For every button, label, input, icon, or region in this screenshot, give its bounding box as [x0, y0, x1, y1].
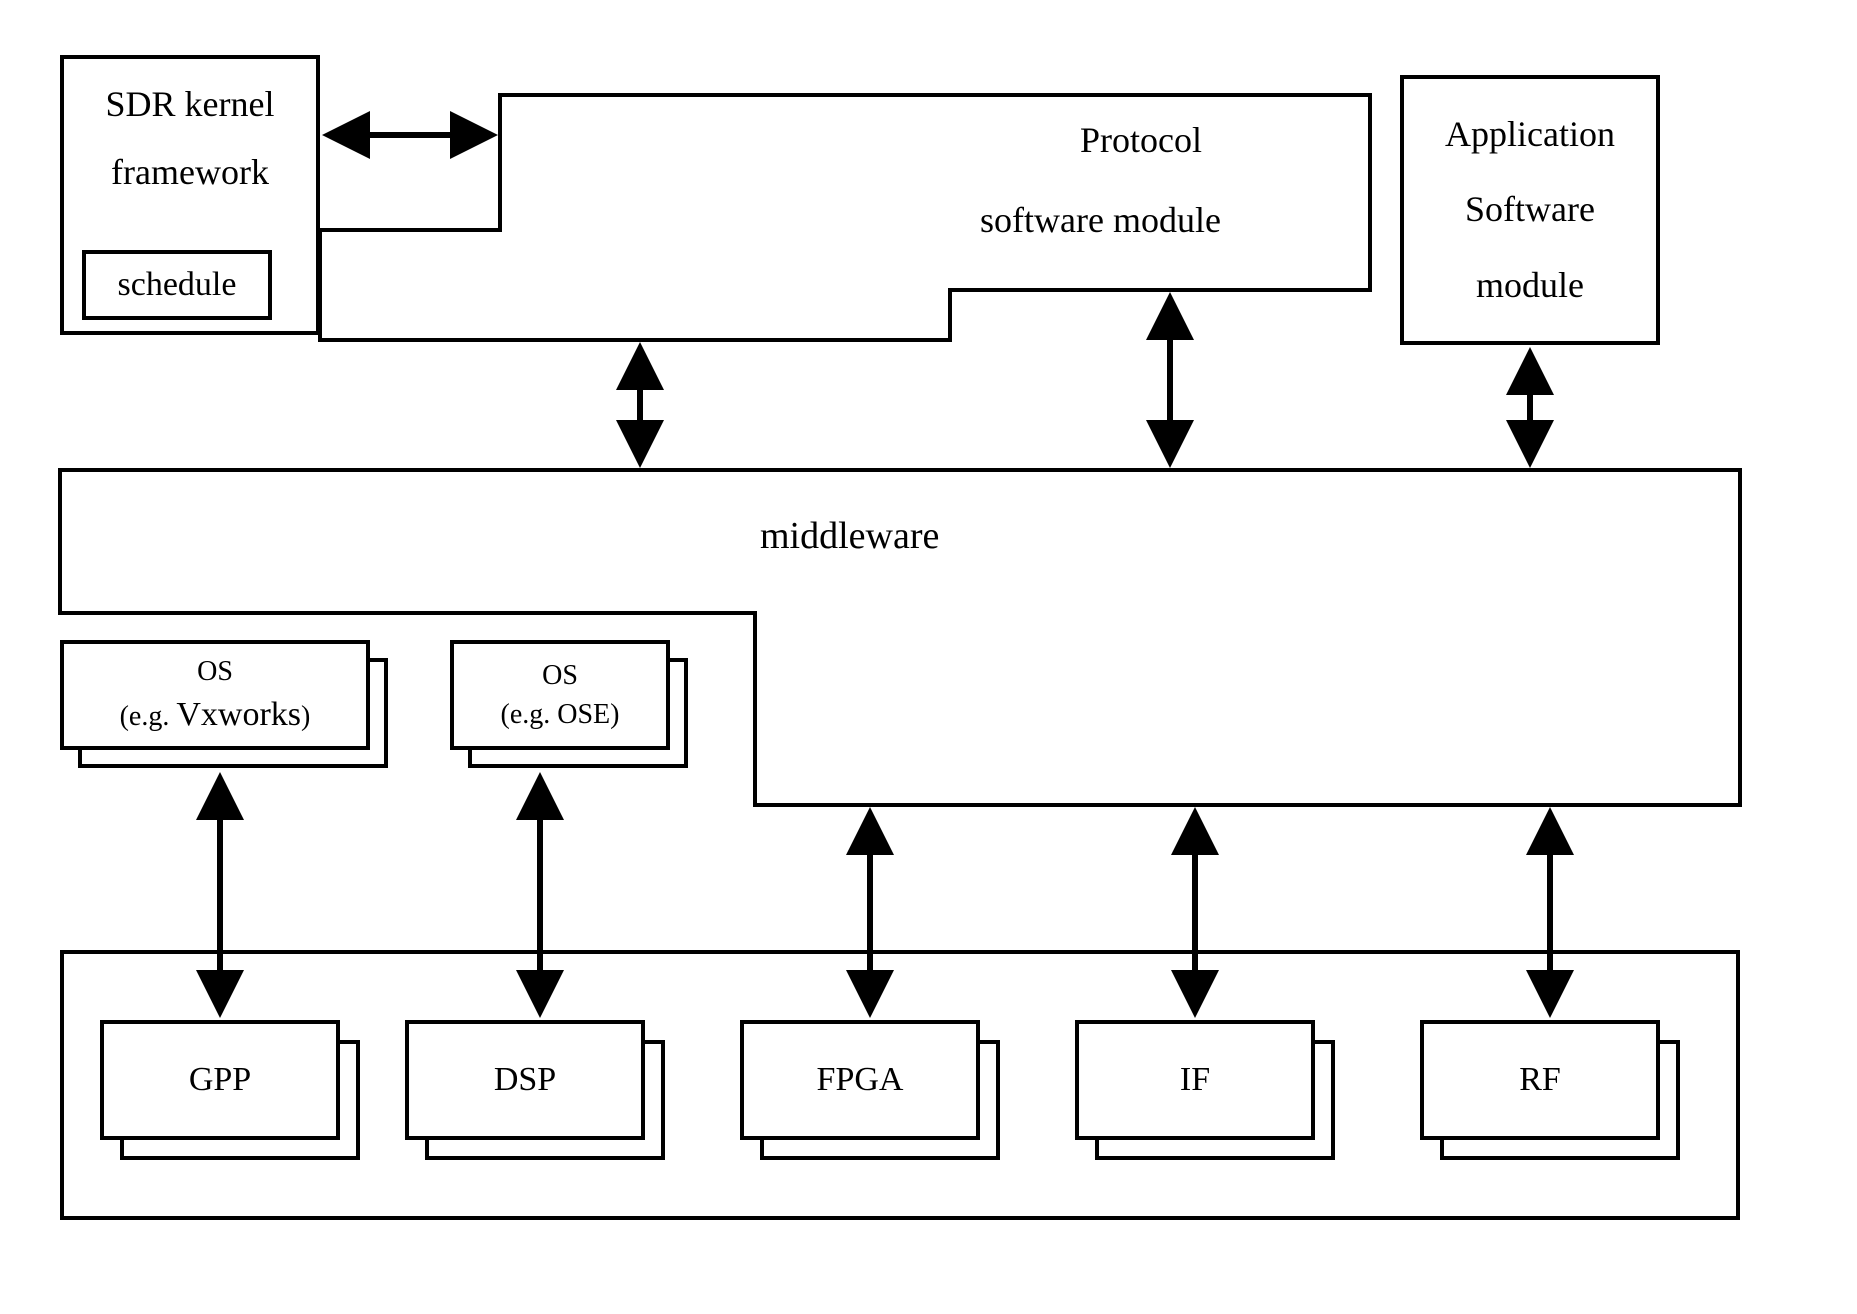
application-label-3: module — [1404, 260, 1656, 310]
if-label: IF — [1180, 1056, 1210, 1104]
gpp-box: GPP — [100, 1020, 340, 1140]
protocol-label-2: software module — [980, 195, 1221, 245]
os-vxworks-label-1: OS — [197, 652, 233, 691]
os-ose-box: OS (e.g. OSE) — [450, 640, 670, 750]
schedule-box: schedule — [82, 250, 272, 320]
os-vxworks-main: Vxworks — [176, 696, 301, 733]
os-vxworks-box: OS (e.g. Vxworks) — [60, 640, 370, 750]
rf-box: RF — [1420, 1020, 1660, 1140]
dsp-label: DSP — [494, 1056, 556, 1104]
os-vxworks-label-2: (e.g. Vxworks) — [120, 691, 311, 739]
fpga-label: FPGA — [817, 1056, 904, 1104]
sdr-kernel-label-1: SDR kernel — [64, 79, 316, 129]
os-ose-label-2: (e.g. OSE) — [501, 695, 620, 734]
dsp-box: DSP — [405, 1020, 645, 1140]
middleware-label: middleware — [760, 510, 939, 563]
sdr-kernel-label-2: framework — [64, 147, 316, 197]
schedule-label: schedule — [118, 261, 237, 309]
if-box: IF — [1075, 1020, 1315, 1140]
fpga-box: FPGA — [740, 1020, 980, 1140]
application-label-1: Application — [1404, 109, 1656, 159]
application-label-2: Software — [1404, 184, 1656, 234]
os-vxworks-suffix: ) — [301, 701, 310, 732]
os-vxworks-prefix: (e.g. — [120, 701, 177, 732]
application-box: Application Software module — [1400, 75, 1660, 345]
rf-label: RF — [1519, 1056, 1561, 1104]
gpp-label: GPP — [189, 1056, 251, 1104]
protocol-label-1: Protocol — [1080, 115, 1202, 165]
os-ose-label-1: OS — [542, 656, 578, 695]
